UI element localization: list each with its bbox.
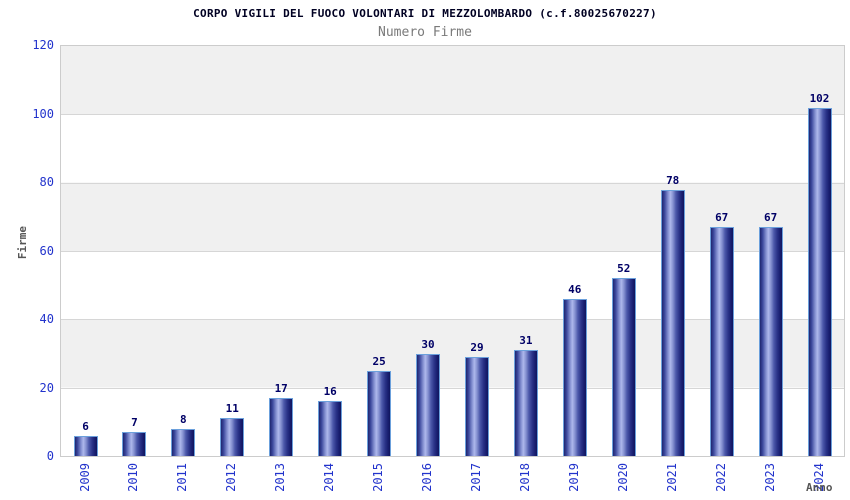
bar-value-2012: 11 bbox=[225, 402, 239, 416]
bar-value-2010: 7 bbox=[131, 416, 138, 430]
x-tick-2009: 2009 bbox=[77, 463, 92, 492]
gridline bbox=[61, 251, 844, 252]
x-tick-2016: 2016 bbox=[420, 463, 434, 492]
bar-2018 bbox=[513, 350, 538, 456]
x-tick-2012: 2012 bbox=[224, 463, 239, 492]
x-tick-2022: 2022 bbox=[713, 463, 728, 492]
bar-value-2009: 6 bbox=[82, 419, 89, 433]
bar-2010 bbox=[122, 432, 147, 456]
bar-value-2022: 67 bbox=[715, 211, 729, 225]
y-tick-100: 100 bbox=[32, 106, 54, 121]
y-tick-0: 0 bbox=[46, 449, 54, 463]
chart-title: CORPO VIGILI DEL FUOCO VOLONTARI DI MEZZ… bbox=[193, 7, 657, 20]
bar-2011 bbox=[171, 428, 196, 456]
bar-2023 bbox=[758, 227, 783, 456]
bar-2019 bbox=[562, 298, 587, 456]
bar-2012 bbox=[220, 418, 245, 456]
bar-2024 bbox=[807, 107, 832, 456]
x-tick-2011: 2011 bbox=[175, 463, 190, 492]
gridline bbox=[61, 182, 844, 184]
y-tick-80: 80 bbox=[39, 175, 54, 189]
bar-2017 bbox=[465, 356, 489, 456]
x-tick-2018: 2018 bbox=[517, 463, 532, 492]
bar-2021 bbox=[660, 189, 685, 456]
x-tick-2021: 2021 bbox=[664, 463, 679, 492]
bar-value-2015: 25 bbox=[372, 354, 386, 368]
y-tick-40: 40 bbox=[39, 312, 54, 326]
bar-2015 bbox=[367, 370, 392, 456]
bar-value-2023: 67 bbox=[763, 211, 778, 225]
y-tick-20: 20 bbox=[39, 380, 54, 395]
bar-value-2018: 31 bbox=[519, 334, 533, 348]
x-tick-2010: 2010 bbox=[126, 463, 141, 492]
x-tick-2013: 2013 bbox=[273, 463, 288, 492]
bar-value-2021: 78 bbox=[666, 173, 680, 187]
bar-2013 bbox=[269, 397, 294, 456]
bar-2009 bbox=[73, 435, 98, 456]
x-tick-2019: 2019 bbox=[566, 463, 581, 492]
bar-2014 bbox=[318, 401, 343, 456]
gridline bbox=[61, 114, 844, 116]
bar-2022 bbox=[709, 227, 734, 456]
gridline bbox=[61, 387, 844, 389]
x-tick-2014: 2014 bbox=[322, 463, 337, 492]
bar-2016 bbox=[416, 353, 440, 456]
gridline bbox=[61, 319, 844, 321]
bar-value-2024: 102 bbox=[809, 91, 830, 105]
bar-value-2013: 17 bbox=[274, 381, 288, 395]
bar-value-2011: 8 bbox=[179, 412, 187, 426]
bar-value-2019: 46 bbox=[568, 282, 582, 296]
x-tick-2023: 2023 bbox=[762, 463, 777, 492]
x-tick-2015: 2015 bbox=[371, 463, 386, 492]
bar-2020 bbox=[611, 278, 636, 456]
bar-value-2017: 29 bbox=[470, 340, 484, 354]
y-tick-120: 120 bbox=[32, 38, 54, 52]
plot-area: 6 7 8 11 17 16 25 30 29 31 46 52 78 67 67 102 bbox=[60, 45, 845, 457]
x-axis-title: Anno bbox=[806, 481, 833, 494]
chart-subtitle: Numero Firme bbox=[378, 25, 472, 40]
bar-value-2014: 16 bbox=[323, 385, 337, 399]
bar-value-2020: 52 bbox=[617, 262, 631, 276]
bar-value-2016: 30 bbox=[421, 337, 435, 351]
x-tick-2017: 2017 bbox=[469, 463, 483, 492]
y-tick-60: 60 bbox=[39, 243, 54, 258]
x-tick-2020: 2020 bbox=[615, 463, 630, 492]
